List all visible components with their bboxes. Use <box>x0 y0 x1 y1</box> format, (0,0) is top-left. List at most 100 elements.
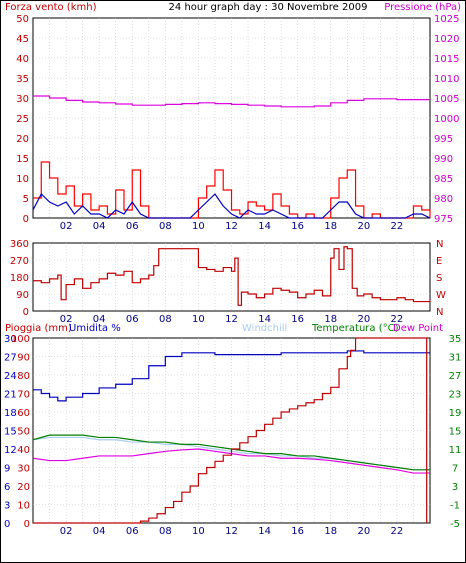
y-tick-left: 10 <box>16 174 29 185</box>
y-tick-humidity: 30 <box>17 464 30 475</box>
x-tick-label: 08 <box>159 221 172 232</box>
y-tick-right: 1000 <box>434 114 459 125</box>
x-tick-label: 06 <box>126 526 139 537</box>
x-tick-label: 04 <box>93 221 106 232</box>
x-tick-label: 22 <box>391 314 404 325</box>
x-tick-label: 04 <box>93 526 106 537</box>
y-tick-right: W <box>436 290 446 301</box>
x-tick-label: 06 <box>126 314 139 325</box>
y-tick-left: 180 <box>10 273 29 284</box>
y-tick-humidity: 100 <box>11 334 30 345</box>
y-tick-humidity: 50 <box>17 427 30 438</box>
wind-axis-label: Forza vento (kmh) <box>5 2 97 13</box>
x-tick-label: 18 <box>324 526 337 537</box>
y-tick-left: 90 <box>16 290 29 301</box>
humidity-axis-label: Umidita % <box>69 323 121 334</box>
y-tick-left: 360 <box>10 239 29 250</box>
y-tick-rain: 0 <box>4 519 10 530</box>
y-tick-humidity: 90 <box>17 353 30 364</box>
y-tick-right: 980 <box>434 194 453 205</box>
y-tick-left: 35 <box>16 74 29 85</box>
y-tick-temp: 19 <box>449 408 462 419</box>
y-tick-temp: 27 <box>449 371 462 382</box>
y-tick-humidity: 60 <box>17 408 30 419</box>
x-tick-label: 14 <box>258 314 271 325</box>
x-tick-label: 20 <box>357 314 370 325</box>
y-tick-humidity: 0 <box>24 519 30 530</box>
y-tick-left: 45 <box>16 34 29 45</box>
x-tick-label: 10 <box>192 221 205 232</box>
y-tick-rain: 3 <box>4 501 10 512</box>
y-tick-rain: 6 <box>4 482 10 493</box>
x-tick-label: 02 <box>60 314 73 325</box>
y-tick-left: 20 <box>16 134 29 145</box>
y-tick-right: 975 <box>434 214 453 225</box>
x-tick-label: 18 <box>324 314 337 325</box>
x-tick-label: 08 <box>159 314 172 325</box>
y-tick-rain: 9 <box>4 464 10 475</box>
y-tick-humidity: 10 <box>17 501 30 512</box>
y-tick-temp: 23 <box>449 390 462 401</box>
y-tick-rain: 12 <box>4 445 17 456</box>
y-tick-temp: -1 <box>450 501 460 512</box>
x-tick-label: 14 <box>258 526 271 537</box>
y-tick-right: 1025 <box>434 14 459 25</box>
x-tick-label: 16 <box>291 526 304 537</box>
y-tick-left: 0 <box>23 307 29 318</box>
x-tick-label: 04 <box>93 314 106 325</box>
dewpoint-label: Dew Point <box>393 323 443 334</box>
x-tick-label: 14 <box>258 221 271 232</box>
y-tick-right: N <box>436 239 443 250</box>
windchill-label: Windchill <box>242 323 287 334</box>
y-tick-temp: 35 <box>449 334 462 345</box>
y-tick-temp: 31 <box>449 353 462 364</box>
y-tick-right: E <box>436 256 442 267</box>
y-tick-temp: 7 <box>452 464 458 475</box>
x-tick-label: 10 <box>192 526 205 537</box>
y-tick-left: 25 <box>16 114 29 125</box>
y-tick-right: 990 <box>434 154 453 165</box>
y-tick-right: 995 <box>434 134 453 145</box>
wind-line <box>32 193 431 219</box>
rain-line <box>33 337 428 524</box>
y-tick-rain: 18 <box>4 408 17 419</box>
y-tick-rain: 30 <box>4 334 17 345</box>
x-tick-label: 16 <box>291 221 304 232</box>
y-tick-temp: 15 <box>449 427 462 438</box>
y-tick-rain: 27 <box>4 353 17 364</box>
y-tick-rain: 24 <box>4 371 17 382</box>
y-tick-right: 1005 <box>434 94 459 105</box>
y-tick-temp: 11 <box>449 445 462 456</box>
y-tick-right: 1015 <box>434 54 459 65</box>
wind-direction-line <box>33 246 431 306</box>
x-tick-label: 22 <box>391 221 404 232</box>
x-tick-label: 02 <box>60 526 73 537</box>
y-tick-humidity: 40 <box>17 445 30 456</box>
x-tick-label: 12 <box>225 526 238 537</box>
y-tick-rain: 15 <box>4 427 17 438</box>
x-tick-label: 10 <box>192 314 205 325</box>
x-tick-label: 12 <box>225 221 238 232</box>
pressure-axis-label: Pressione (hPa) <box>384 2 461 13</box>
x-tick-label: 06 <box>126 221 139 232</box>
x-tick-label: 22 <box>391 526 404 537</box>
x-tick-label: 08 <box>159 526 172 537</box>
y-tick-temp: 3 <box>452 482 458 493</box>
y-tick-left: 50 <box>16 14 29 25</box>
x-tick-label: 20 <box>357 221 370 232</box>
y-tick-right: 985 <box>434 174 453 185</box>
y-tick-left: 5 <box>23 194 29 205</box>
humidity-line <box>33 350 430 402</box>
y-tick-right: 1020 <box>434 34 459 45</box>
y-tick-rain: 21 <box>4 390 17 401</box>
y-tick-humidity: 20 <box>17 482 30 493</box>
y-tick-humidity: 70 <box>17 390 30 401</box>
chart-title: 24 hour graph day : 30 Novembre 2009 <box>169 2 368 13</box>
y-tick-left: 30 <box>16 94 29 105</box>
y-tick-left: 0 <box>23 214 29 225</box>
temperature-axis-label: Temperatura (°C) <box>311 323 399 334</box>
y-tick-left: 270 <box>10 256 29 267</box>
x-tick-label: 02 <box>60 221 73 232</box>
